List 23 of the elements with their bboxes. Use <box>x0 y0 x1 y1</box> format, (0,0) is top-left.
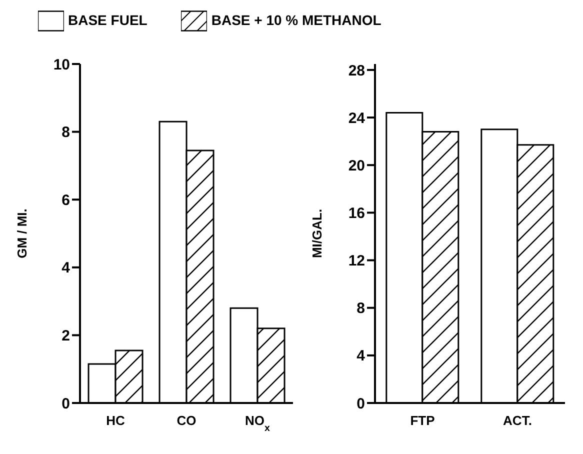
y-tick-label: 8 <box>62 124 70 142</box>
y-tick-label: 4 <box>356 348 366 365</box>
x-tick-label: NO$_{x}$ <box>245 413 271 434</box>
y-tick-label: 4 <box>62 260 71 277</box>
y-tick-label: 2 <box>62 328 70 345</box>
x-tick-label: HC <box>106 413 126 428</box>
legend-label: BASE FUEL <box>68 12 148 28</box>
y-tick-label: 28 <box>348 62 365 80</box>
x-tick-label: CO <box>176 413 196 428</box>
y-axis-title: GM / MI. <box>14 208 30 258</box>
x-tick-label: ACT. <box>503 413 532 428</box>
x-tick-label: FTP <box>410 413 436 428</box>
legend-label: BASE + 10 % METHANOL <box>211 12 382 28</box>
y-tick-label: 0 <box>356 395 365 412</box>
y-tick-label: 10 <box>53 56 70 74</box>
y-tick-label: 0 <box>62 395 70 412</box>
y-tick-label: 12 <box>348 252 365 270</box>
y-tick-label: 6 <box>62 192 70 209</box>
y-tick-label: 24 <box>348 110 366 127</box>
y-tick-label: 16 <box>348 205 365 222</box>
y-tick-label: 20 <box>348 157 365 174</box>
y-tick-label: 8 <box>356 300 365 318</box>
y-axis-title: MI/GAL. <box>310 208 325 258</box>
